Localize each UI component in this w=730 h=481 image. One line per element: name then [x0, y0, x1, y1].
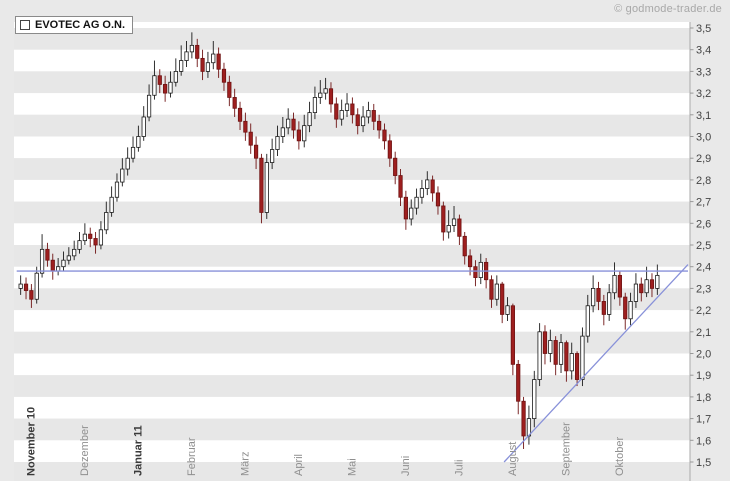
legend-label: EVOTEC AG O.N. — [35, 19, 126, 31]
candles-layer — [18, 32, 660, 449]
svg-text:August: August — [507, 442, 519, 476]
series-checkbox-icon[interactable] — [20, 20, 30, 30]
watermark: © godmode-trader.de — [614, 3, 722, 15]
svg-text:2,2: 2,2 — [696, 305, 711, 317]
price-stripes — [14, 22, 690, 481]
svg-text:2,9: 2,9 — [696, 153, 711, 165]
y-axis-labels: 3,5 3,4 3,3 3,2 3,1 3,0 2,9 2,8 2,7 2,6 2,5 2,4 2,3 2… — [690, 23, 711, 469]
svg-text:3,3: 3,3 — [696, 66, 711, 78]
svg-text:April: April — [293, 454, 305, 476]
svg-text:2,1: 2,1 — [696, 327, 711, 339]
svg-text:Juni: Juni — [400, 456, 412, 476]
legend-box[interactable]: EVOTEC AG O.N. — [15, 16, 134, 34]
svg-text:Mai: Mai — [347, 458, 359, 476]
svg-text:1,5: 1,5 — [696, 457, 711, 469]
x-axis-labels: November 10 Dezember Januar 11 Februar März A… — [26, 407, 626, 476]
svg-text:2,6: 2,6 — [696, 218, 711, 230]
svg-text:Juli: Juli — [454, 459, 466, 476]
svg-text:3,1: 3,1 — [696, 110, 711, 122]
svg-text:2,0: 2,0 — [696, 349, 711, 361]
svg-text:1,9: 1,9 — [696, 370, 711, 382]
svg-text:1,6: 1,6 — [696, 435, 711, 447]
svg-text:2,5: 2,5 — [696, 240, 711, 252]
svg-text:3,0: 3,0 — [696, 132, 711, 144]
svg-text:Dezember: Dezember — [79, 425, 91, 476]
ascending-trendline — [503, 264, 689, 463]
svg-text:2,7: 2,7 — [696, 197, 711, 209]
svg-text:September: September — [561, 422, 573, 476]
svg-text:1,8: 1,8 — [696, 392, 711, 404]
svg-text:März: März — [240, 452, 252, 476]
svg-text:3,4: 3,4 — [696, 45, 711, 57]
svg-text:1,7: 1,7 — [696, 414, 711, 426]
svg-text:2,3: 2,3 — [696, 283, 711, 295]
svg-text:2,4: 2,4 — [696, 262, 711, 274]
svg-text:Oktober: Oktober — [614, 437, 626, 476]
svg-text:November 10: November 10 — [26, 407, 38, 476]
svg-text:3,5: 3,5 — [696, 23, 711, 35]
svg-text:2,8: 2,8 — [696, 175, 711, 187]
svg-text:Januar 11: Januar 11 — [133, 425, 145, 476]
svg-text:3,2: 3,2 — [696, 88, 711, 100]
svg-text:Februar: Februar — [186, 437, 198, 476]
